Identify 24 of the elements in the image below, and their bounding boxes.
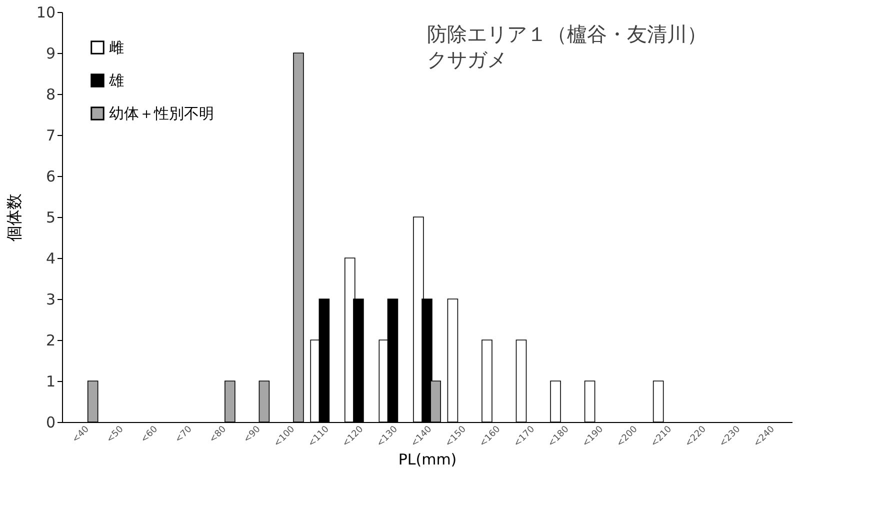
y-tick-label: 4: [46, 250, 56, 268]
y-tick-label: 6: [46, 168, 56, 186]
y-tick-label: 2: [46, 332, 56, 350]
y-tick-label: 8: [46, 86, 56, 104]
y-tick-label: 10: [36, 4, 56, 22]
x-tick-label: <80: [208, 424, 229, 446]
legend-label: 幼体＋性別不明: [109, 104, 214, 122]
legend-label: 雄: [108, 72, 124, 90]
x-tick-label: <90: [242, 424, 263, 446]
y-tick-label: 9: [46, 44, 56, 62]
y-tick-label: 1: [46, 372, 56, 390]
legend-label: 雌: [109, 38, 124, 56]
x-axis-title: PL(mm): [398, 450, 457, 468]
x-tick-label: <60: [139, 424, 160, 446]
x-tick-label: <40: [70, 424, 92, 446]
text: 防除エリア１（櫨谷・友清川）: [427, 22, 707, 46]
x-tick-label: <70: [174, 424, 194, 446]
y-tick-label: 7: [46, 126, 56, 144]
y-tick-label: 3: [46, 290, 56, 308]
text: クサガメ: [427, 47, 507, 72]
y-tick-label: 5: [46, 208, 56, 226]
y-tick-label: 0: [46, 414, 56, 432]
y-axis-title: 個体数: [4, 194, 24, 242]
x-tick-label: <50: [105, 424, 126, 446]
